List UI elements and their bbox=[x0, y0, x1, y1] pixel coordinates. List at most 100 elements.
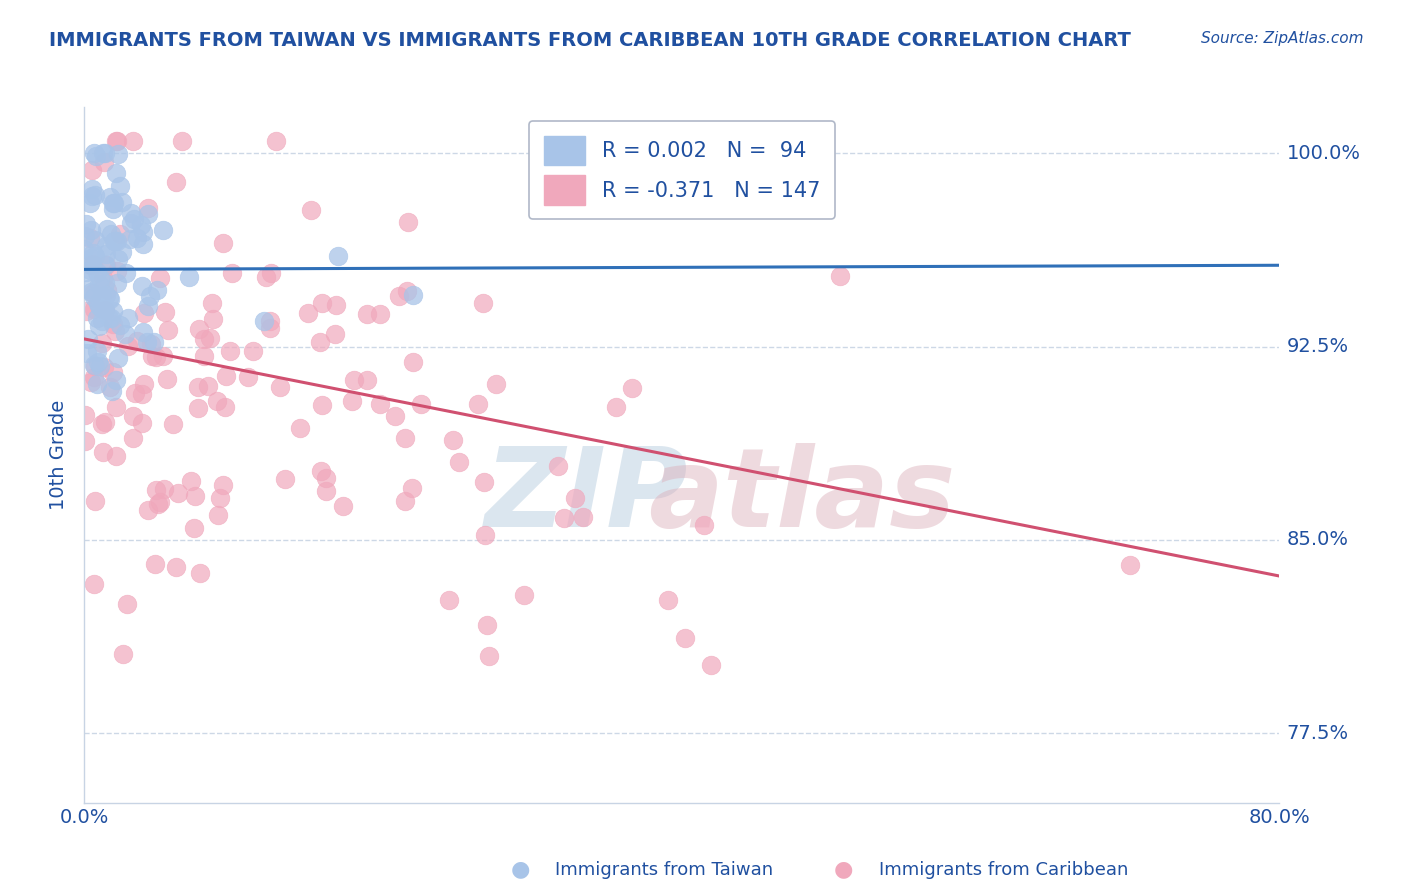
Point bbox=[94, 146, 117, 161]
Point bbox=[131, 416, 153, 430]
Point bbox=[145, 483, 167, 497]
Point bbox=[165, 175, 187, 189]
Point bbox=[127, 231, 149, 245]
Point bbox=[117, 311, 139, 326]
Point bbox=[184, 489, 207, 503]
Point bbox=[135, 335, 157, 350]
Point bbox=[197, 379, 219, 393]
Point bbox=[115, 266, 138, 280]
Point bbox=[513, 588, 536, 602]
Point bbox=[139, 289, 162, 303]
Point bbox=[94, 288, 117, 302]
Point bbox=[200, 330, 222, 344]
Point bbox=[201, 295, 224, 310]
Point bbox=[274, 471, 297, 485]
Point bbox=[84, 494, 107, 508]
Point bbox=[564, 491, 586, 505]
Point bbox=[572, 509, 595, 524]
Point bbox=[93, 360, 115, 375]
Point bbox=[105, 264, 128, 278]
Point bbox=[83, 290, 105, 304]
Point bbox=[117, 339, 139, 353]
Point bbox=[90, 417, 112, 431]
Point bbox=[215, 369, 238, 384]
Point bbox=[146, 283, 169, 297]
Point bbox=[90, 301, 112, 315]
Point bbox=[100, 227, 122, 241]
Point bbox=[75, 434, 97, 448]
Point bbox=[96, 258, 118, 272]
Point bbox=[75, 265, 97, 279]
Point bbox=[108, 318, 131, 332]
Point bbox=[98, 190, 121, 204]
Point bbox=[120, 216, 142, 230]
Point bbox=[104, 324, 127, 338]
Point bbox=[83, 187, 105, 202]
Point bbox=[94, 276, 117, 290]
Point bbox=[89, 359, 111, 373]
Point bbox=[103, 202, 125, 216]
Point bbox=[325, 326, 347, 341]
Point bbox=[136, 201, 159, 215]
Point bbox=[94, 416, 117, 430]
Point bbox=[605, 401, 627, 415]
Point bbox=[214, 401, 236, 415]
Point bbox=[104, 449, 127, 463]
Point bbox=[84, 249, 107, 263]
Point bbox=[87, 277, 110, 291]
Point bbox=[132, 305, 155, 319]
Point bbox=[76, 346, 98, 360]
Point bbox=[187, 401, 209, 416]
Point bbox=[94, 239, 117, 253]
Point bbox=[266, 134, 288, 148]
Point bbox=[111, 244, 134, 259]
Point bbox=[82, 257, 104, 271]
Point bbox=[384, 409, 406, 424]
Point bbox=[96, 222, 118, 236]
Point bbox=[104, 166, 127, 180]
Text: atlas: atlas bbox=[648, 443, 955, 550]
Point bbox=[402, 288, 425, 302]
Point bbox=[80, 223, 103, 237]
Point bbox=[478, 648, 501, 663]
Point bbox=[657, 593, 679, 607]
Point bbox=[134, 376, 156, 391]
Point bbox=[97, 292, 120, 306]
Point bbox=[75, 409, 97, 423]
Point bbox=[82, 163, 104, 178]
Point bbox=[110, 178, 132, 193]
Point bbox=[553, 511, 575, 525]
Point bbox=[131, 279, 153, 293]
Point bbox=[80, 258, 103, 272]
Point bbox=[325, 298, 347, 312]
Point bbox=[107, 351, 129, 365]
Point bbox=[80, 251, 103, 265]
Text: 92.5%: 92.5% bbox=[1286, 337, 1348, 356]
Y-axis label: 10th Grade: 10th Grade bbox=[49, 400, 69, 510]
Point bbox=[103, 318, 125, 332]
Point bbox=[91, 271, 114, 285]
Point bbox=[105, 235, 128, 249]
Point bbox=[208, 491, 231, 505]
Point bbox=[73, 242, 96, 256]
Point bbox=[1119, 558, 1142, 573]
Point bbox=[87, 299, 110, 313]
Text: Immigrants from Taiwan: Immigrants from Taiwan bbox=[555, 861, 773, 879]
Point bbox=[475, 618, 498, 632]
Point bbox=[75, 228, 97, 243]
Point bbox=[253, 314, 276, 328]
Point bbox=[83, 233, 105, 247]
Point bbox=[136, 299, 159, 313]
Point bbox=[485, 377, 508, 392]
Point bbox=[309, 335, 332, 350]
Point bbox=[122, 409, 145, 424]
Point bbox=[259, 321, 281, 335]
Point bbox=[547, 459, 569, 474]
Point bbox=[332, 499, 354, 513]
Point bbox=[395, 284, 418, 298]
Point bbox=[136, 503, 159, 517]
Point bbox=[91, 314, 114, 328]
Point bbox=[474, 528, 496, 542]
Point bbox=[153, 305, 176, 319]
Point bbox=[409, 397, 432, 411]
